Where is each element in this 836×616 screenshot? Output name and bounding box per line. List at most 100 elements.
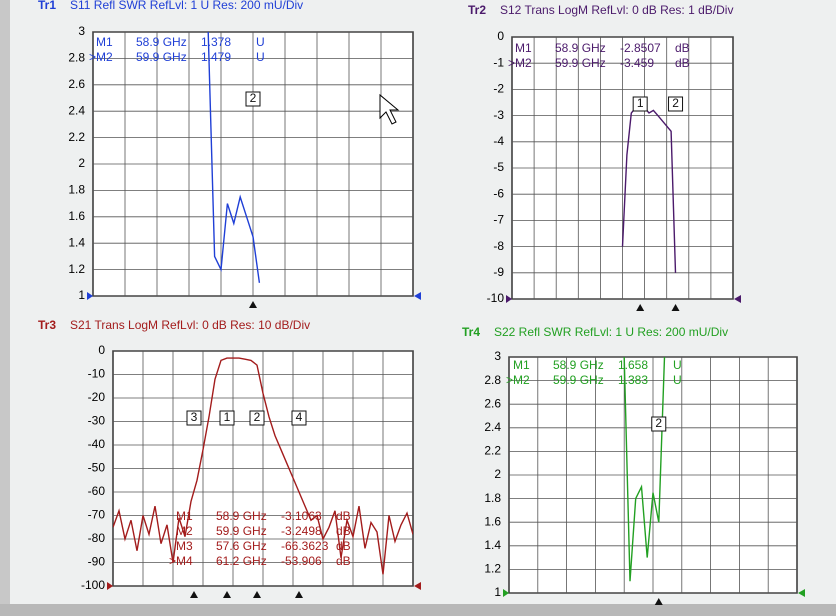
marker-triangle xyxy=(253,591,261,598)
y-tick-label: 0 xyxy=(98,343,105,357)
marker-name: >M2 xyxy=(89,50,113,64)
trace-id: Tr4 xyxy=(462,325,480,339)
y-tick-label: 0 xyxy=(497,29,504,43)
y-tick-label: -9 xyxy=(493,265,504,279)
marker-unit: dB xyxy=(336,554,351,568)
marker-flag-box xyxy=(249,410,265,426)
y-tick-label: 2.4 xyxy=(484,420,501,434)
trace-id: Tr3 xyxy=(38,318,56,332)
marker-name: >M2 xyxy=(506,373,530,387)
marker-flag-box xyxy=(668,96,684,112)
marker-value: -53.906 xyxy=(281,554,322,568)
marker-unit: U xyxy=(673,373,682,387)
y-tick-label: -1 xyxy=(493,55,504,69)
screen-bezel-bottom xyxy=(0,604,836,616)
y-tick-label: 1.2 xyxy=(484,562,501,576)
y-tick-label: 1 xyxy=(78,288,85,302)
marker-freq: 58.9 GHz xyxy=(553,358,604,372)
marker-flag: 2 xyxy=(655,416,662,430)
marker-name: M3 xyxy=(176,539,193,553)
marker-freq: 59.9 GHz xyxy=(216,524,267,538)
marker-flag-box xyxy=(651,416,667,432)
marker-name: M1 xyxy=(96,35,113,49)
marker-flag: 2 xyxy=(250,91,257,105)
marker-unit: U xyxy=(673,358,682,372)
marker-triangle xyxy=(636,304,645,311)
marker-name: >M2 xyxy=(508,56,532,70)
y-tick-label: 1 xyxy=(494,585,501,599)
marker-flag: 2 xyxy=(672,96,679,110)
y-tick-label: 3 xyxy=(494,349,501,363)
marker-freq: 58.9 GHz xyxy=(136,35,187,49)
marker-name: >M4 xyxy=(169,554,193,568)
y-tick-label: -100 xyxy=(81,578,105,592)
marker-flag: 1 xyxy=(224,410,231,424)
marker-triangle xyxy=(223,591,231,598)
ref-arrow xyxy=(87,292,93,300)
y-tick-label: 2.8 xyxy=(484,373,501,387)
marker-flag: 4 xyxy=(296,410,303,424)
y-tick-label: 2.8 xyxy=(68,51,85,65)
y-tick-label: -3 xyxy=(493,108,504,122)
marker-unit: U xyxy=(256,50,265,64)
y-tick-label: 1.8 xyxy=(68,183,85,197)
marker-value: -2.8507 xyxy=(620,41,661,55)
y-tick-label: 2.6 xyxy=(484,396,501,410)
marker-flag-box xyxy=(186,410,202,426)
marker-value: -66.3623 xyxy=(281,539,329,553)
marker-value: 1.658 xyxy=(618,358,648,372)
mouse-cursor xyxy=(379,93,400,125)
marker-flag: 1 xyxy=(637,96,644,110)
y-tick-label: 1.8 xyxy=(484,491,501,505)
marker-flag-box xyxy=(632,96,648,112)
y-tick-label: -60 xyxy=(88,484,106,498)
y-tick-label: 2 xyxy=(78,156,85,170)
y-tick-label: -8 xyxy=(493,239,504,253)
marker-freq: 57.6 GHz xyxy=(216,539,267,553)
marker-freq: 59.9 GHz xyxy=(553,373,604,387)
ref-arrow xyxy=(798,589,805,597)
trace-line xyxy=(207,32,261,283)
screen-bezel xyxy=(0,0,10,616)
marker-triangle xyxy=(249,301,257,308)
y-tick-label: -90 xyxy=(88,555,106,569)
trace-id: Tr2 xyxy=(468,3,486,17)
marker-value: -3.459 xyxy=(620,56,654,70)
marker-freq: 61.2 GHz xyxy=(216,554,267,568)
marker-unit: dB xyxy=(336,539,351,553)
trace-id: Tr1 xyxy=(38,0,56,12)
y-tick-label: 2.4 xyxy=(68,103,85,117)
marker-unit: U xyxy=(256,35,265,49)
y-tick-label: 1.6 xyxy=(68,209,85,223)
ref-arrow xyxy=(414,292,421,300)
marker-triangle xyxy=(190,591,198,598)
marker-unit: dB xyxy=(336,524,351,538)
trace-line xyxy=(113,357,413,575)
marker-value: 1.383 xyxy=(618,373,648,387)
marker-flag: 2 xyxy=(254,410,261,424)
y-tick-label: -6 xyxy=(493,186,504,200)
y-tick-label: 1.2 xyxy=(68,262,85,276)
y-tick-label: 1.6 xyxy=(484,514,501,528)
y-tick-label: -80 xyxy=(88,531,106,545)
marker-name: M1 xyxy=(515,41,532,55)
marker-freq: 58.9 GHz xyxy=(216,509,267,523)
y-tick-label: -10 xyxy=(88,367,106,381)
marker-name: M1 xyxy=(176,509,193,523)
marker-name: M2 xyxy=(176,524,193,538)
ref-arrow xyxy=(414,582,421,590)
y-tick-label: -10 xyxy=(487,291,505,305)
y-tick-label: 2.2 xyxy=(68,130,85,144)
trace-title: S11 Refl SWR RefLvl: 1 U Res: 200 mU/Div xyxy=(70,0,303,12)
trace-title: S12 Trans LogM RefLvl: 0 dB Res: 1 dB/Di… xyxy=(500,3,733,17)
y-tick-label: -20 xyxy=(88,390,106,404)
marker-unit: dB xyxy=(675,41,690,55)
trace-line xyxy=(623,357,666,582)
marker-flag-box xyxy=(291,410,307,426)
marker-flag: 3 xyxy=(191,410,198,424)
trace-title: S22 Refl SWR RefLvl: 1 U Res: 200 mU/Div xyxy=(494,325,728,339)
marker-triangle xyxy=(295,591,303,598)
marker-triangle xyxy=(671,304,680,311)
ref-arrow xyxy=(506,295,512,303)
